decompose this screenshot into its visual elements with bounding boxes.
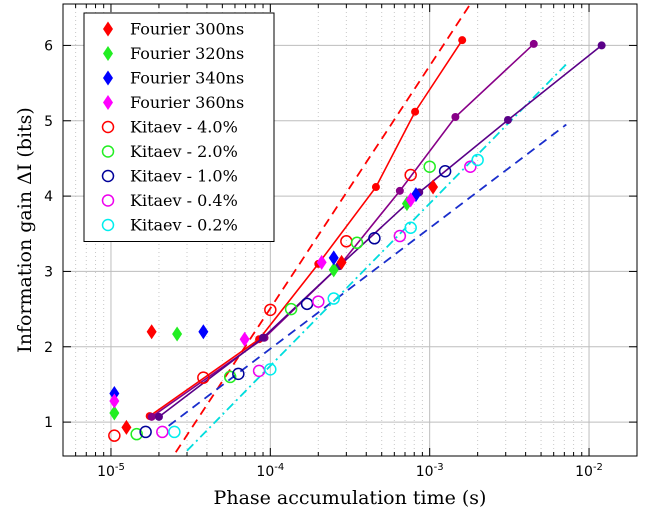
legend-label: Fourier 300ns bbox=[130, 20, 244, 39]
legend-diamond-marker bbox=[103, 21, 113, 37]
kitaev-point bbox=[139, 425, 152, 439]
model-curve bbox=[186, 63, 567, 452]
legend-label: Fourier 340ns bbox=[130, 69, 244, 88]
legend-circle-marker bbox=[101, 169, 115, 183]
fourier-point bbox=[336, 254, 347, 270]
fourier-point bbox=[405, 192, 416, 208]
legend-label: Kitaev - 2.0% bbox=[130, 142, 238, 161]
fourier-point bbox=[239, 331, 250, 347]
curve-point bbox=[411, 107, 420, 116]
legend-circle-marker bbox=[101, 145, 115, 158]
kitaev-point bbox=[404, 168, 417, 182]
kitaev-point bbox=[464, 160, 477, 173]
curve-point bbox=[259, 333, 268, 342]
fourier-point bbox=[428, 179, 439, 195]
kitaev-point bbox=[232, 367, 245, 381]
kitaev-point bbox=[197, 371, 210, 384]
kitaev-point bbox=[264, 303, 277, 317]
x-tick-label: 10-2 bbox=[575, 462, 603, 480]
kitaev-point bbox=[393, 229, 407, 243]
legend-diamond-marker bbox=[103, 70, 113, 86]
legend-circle-marker bbox=[101, 218, 115, 232]
kitaev-point bbox=[368, 232, 381, 245]
legend-label: Kitaev - 4.0% bbox=[130, 118, 238, 137]
tick-layer: 1 2 3 4 5 6 10-5 10-4 10-3 10-2 bbox=[44, 4, 638, 480]
curve-point bbox=[147, 412, 156, 421]
curve-point bbox=[503, 116, 512, 125]
y-tick-label: 2 bbox=[44, 340, 53, 356]
y-tick-label: 4 bbox=[44, 189, 53, 205]
legend-label: Kitaev - 0.4% bbox=[130, 191, 238, 210]
y-tick-label: 1 bbox=[44, 415, 53, 431]
fourier-point bbox=[146, 324, 157, 340]
fourier-point bbox=[109, 393, 120, 409]
legend-circle-marker bbox=[101, 120, 115, 134]
legend-circle-marker bbox=[101, 194, 115, 207]
x-axis-title: Phase accumulation time (s) bbox=[214, 487, 487, 509]
curve-point bbox=[458, 36, 467, 45]
kitaev-point bbox=[404, 221, 417, 234]
legend-label: Kitaev - 1.0% bbox=[130, 167, 238, 186]
y-tick-label: 3 bbox=[44, 264, 53, 280]
kitaev-point bbox=[312, 295, 325, 308]
kitaev-point bbox=[168, 425, 181, 439]
legend-label: Fourier 360ns bbox=[130, 93, 244, 112]
fourier-point bbox=[328, 262, 339, 278]
kitaev-point bbox=[223, 370, 237, 384]
legend: Fourier 300ns Fourier 320ns Fourier 340ns F… bbox=[83, 12, 275, 242]
plot-frame bbox=[62, 3, 638, 457]
kitaev-point bbox=[156, 425, 169, 439]
curve-point bbox=[154, 412, 163, 421]
legend-diamond-marker bbox=[103, 46, 113, 61]
solid-curve bbox=[149, 39, 463, 417]
kitaev-point bbox=[108, 429, 121, 442]
curve-point bbox=[451, 113, 460, 121]
kitaev-point bbox=[471, 153, 484, 167]
x-tick-label: 10-5 bbox=[97, 462, 125, 480]
kitaev-point bbox=[423, 160, 436, 173]
marker-layer bbox=[108, 153, 484, 442]
kitaev-point bbox=[264, 363, 277, 376]
x-tick-label: 10-4 bbox=[256, 462, 284, 480]
y-tick-label: 5 bbox=[44, 114, 53, 130]
fourier-point bbox=[172, 326, 183, 342]
fourier-point bbox=[198, 324, 209, 340]
fourier-point bbox=[328, 250, 339, 266]
legend-label: Kitaev - 0.2% bbox=[130, 216, 238, 235]
fourier-point bbox=[109, 385, 120, 401]
kitaev-point bbox=[350, 236, 364, 250]
fourier-point bbox=[316, 254, 327, 270]
fourier-point bbox=[109, 405, 120, 421]
y-tick-label: 6 bbox=[44, 38, 53, 54]
kitaev-point bbox=[327, 292, 340, 305]
curve-point bbox=[529, 39, 538, 48]
curve-point bbox=[371, 183, 380, 192]
fourier-point bbox=[121, 419, 132, 435]
legend-diamond-marker bbox=[103, 95, 113, 110]
x-tick-label: 10-3 bbox=[416, 462, 444, 480]
legend-box bbox=[83, 12, 275, 242]
kitaev-point bbox=[438, 164, 452, 178]
y-axis-title: Information gain ΔI (bits) bbox=[14, 107, 36, 353]
solid-curve bbox=[158, 44, 603, 418]
legend-label: Fourier 320ns bbox=[130, 44, 244, 63]
kitaev-point bbox=[284, 302, 298, 316]
curve-point bbox=[597, 41, 606, 50]
kitaev-point bbox=[130, 427, 143, 441]
curve-point bbox=[395, 186, 404, 195]
